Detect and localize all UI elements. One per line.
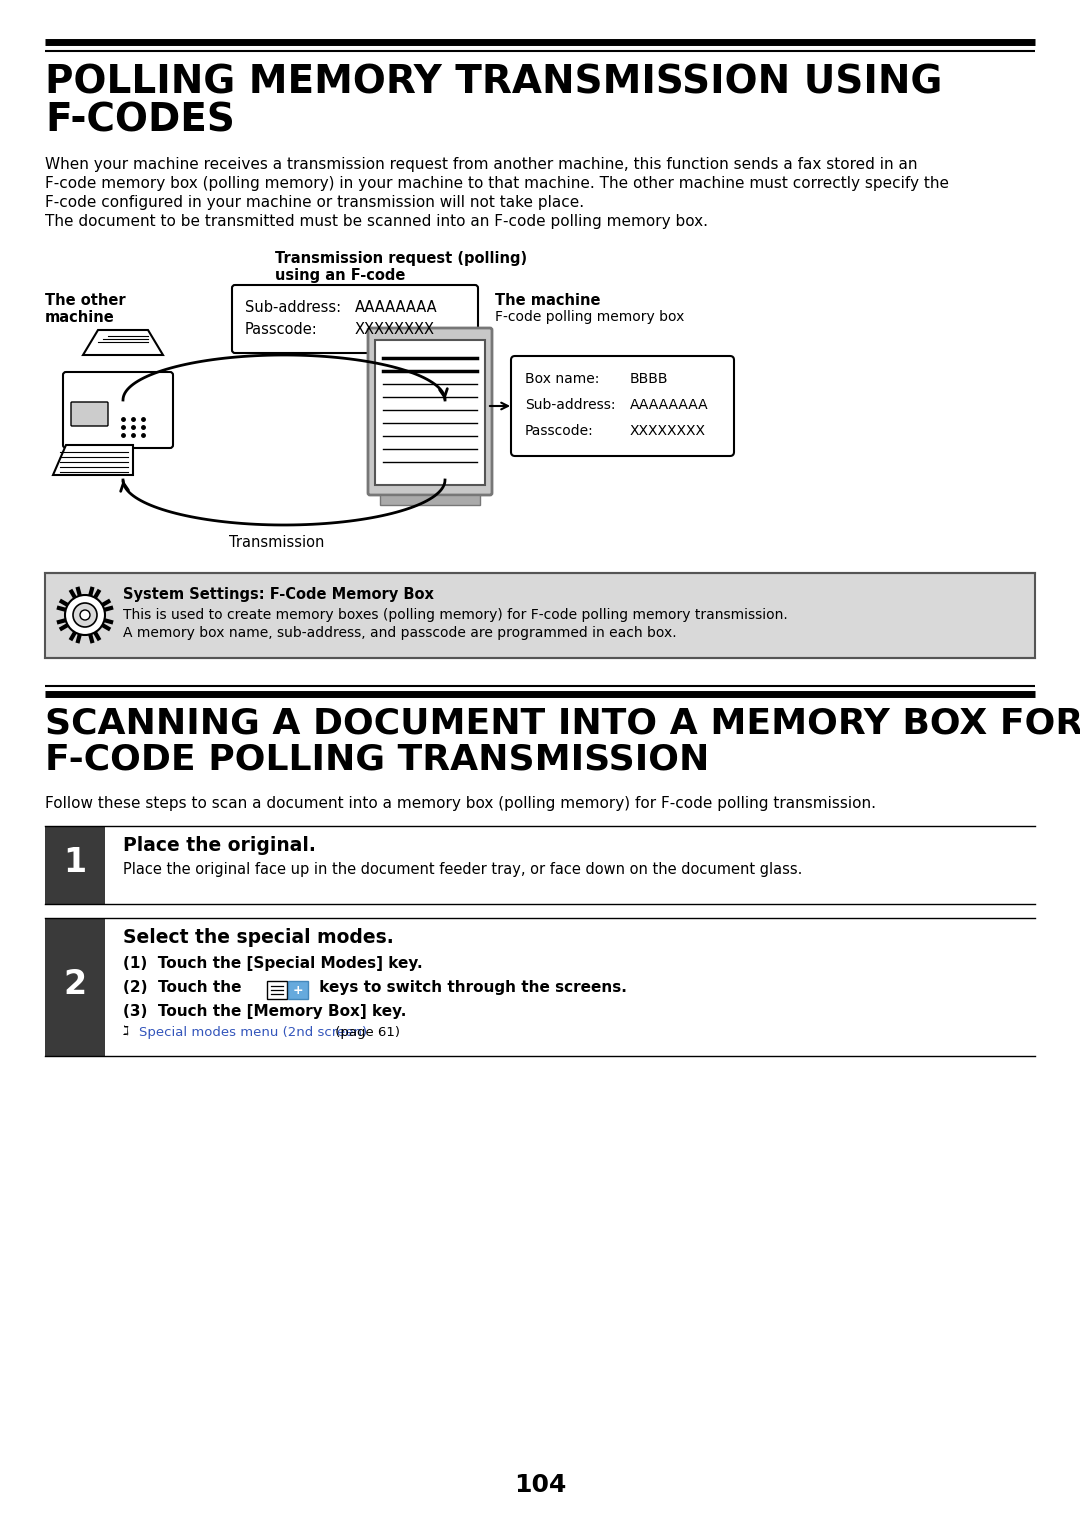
Text: F-code memory box (polling memory) in your machine to that machine. The other ma: F-code memory box (polling memory) in yo… [45, 176, 949, 191]
FancyBboxPatch shape [45, 918, 105, 1056]
Text: XXXXXXXX: XXXXXXXX [630, 423, 706, 439]
Polygon shape [83, 330, 163, 354]
Text: This is used to create memory boxes (polling memory) for F-code polling memory t: This is used to create memory boxes (pol… [123, 608, 787, 622]
Text: F-CODES: F-CODES [45, 101, 234, 139]
Text: Sub-address:: Sub-address: [245, 299, 341, 315]
Text: System Settings: F-Code Memory Box: System Settings: F-Code Memory Box [123, 587, 434, 602]
FancyBboxPatch shape [71, 402, 108, 426]
Text: +: + [293, 984, 303, 996]
Text: Follow these steps to scan a document into a memory box (polling memory) for F-c: Follow these steps to scan a document in… [45, 796, 876, 811]
Text: (3)  Touch the [Memory Box] key.: (3) Touch the [Memory Box] key. [123, 1004, 406, 1019]
Circle shape [73, 604, 97, 626]
Text: F-code polling memory box: F-code polling memory box [495, 310, 685, 324]
FancyBboxPatch shape [63, 371, 173, 448]
Circle shape [80, 610, 90, 620]
Text: (page 61): (page 61) [330, 1025, 400, 1039]
Text: A memory box name, sub-address, and passcode are programmed in each box.: A memory box name, sub-address, and pass… [123, 626, 677, 640]
Text: When your machine receives a transmission request from another machine, this fun: When your machine receives a transmissio… [45, 157, 918, 173]
Text: Place the original face up in the document feeder tray, or face down on the docu: Place the original face up in the docume… [123, 862, 802, 877]
Text: BBBB: BBBB [630, 371, 669, 387]
Text: The other: The other [45, 293, 125, 309]
Text: AAAAAAAA: AAAAAAAA [630, 397, 708, 413]
Text: F-code configured in your machine or transmission will not take place.: F-code configured in your machine or tra… [45, 196, 584, 209]
Text: Passcode:: Passcode: [245, 322, 318, 338]
Text: ℷ: ℷ [123, 1025, 133, 1039]
FancyBboxPatch shape [375, 341, 485, 484]
FancyBboxPatch shape [380, 495, 480, 504]
Text: SCANNING A DOCUMENT INTO A MEMORY BOX FOR: SCANNING A DOCUMENT INTO A MEMORY BOX FO… [45, 706, 1080, 740]
Text: F-CODE POLLING TRANSMISSION: F-CODE POLLING TRANSMISSION [45, 743, 710, 776]
Circle shape [65, 594, 105, 636]
Text: keys to switch through the screens.: keys to switch through the screens. [314, 979, 626, 995]
Text: 2: 2 [64, 969, 86, 1001]
Polygon shape [53, 445, 133, 475]
Text: Transmission request (polling): Transmission request (polling) [275, 251, 527, 266]
Text: The machine: The machine [495, 293, 600, 309]
FancyBboxPatch shape [267, 981, 287, 999]
Text: Special modes menu (2nd screen): Special modes menu (2nd screen) [139, 1025, 367, 1039]
Text: 1: 1 [64, 847, 86, 880]
Text: Transmission: Transmission [229, 535, 324, 550]
FancyBboxPatch shape [45, 573, 1035, 659]
FancyBboxPatch shape [511, 356, 734, 455]
Text: 104: 104 [514, 1473, 566, 1497]
FancyBboxPatch shape [368, 329, 492, 495]
Text: using an F-code: using an F-code [275, 267, 405, 283]
FancyBboxPatch shape [45, 827, 105, 905]
Text: The document to be transmitted must be scanned into an F-code polling memory box: The document to be transmitted must be s… [45, 214, 708, 229]
Text: Box name:: Box name: [525, 371, 599, 387]
Text: POLLING MEMORY TRANSMISSION USING: POLLING MEMORY TRANSMISSION USING [45, 63, 943, 101]
FancyBboxPatch shape [232, 286, 478, 353]
Text: machine: machine [45, 310, 114, 325]
Text: (2)  Touch the: (2) Touch the [123, 979, 246, 995]
Text: Place the original.: Place the original. [123, 836, 315, 856]
Text: Select the special modes.: Select the special modes. [123, 927, 394, 947]
FancyBboxPatch shape [288, 981, 308, 999]
Text: Passcode:: Passcode: [525, 423, 594, 439]
Text: (1)  Touch the [Special Modes] key.: (1) Touch the [Special Modes] key. [123, 957, 422, 970]
Text: XXXXXXXX: XXXXXXXX [355, 322, 435, 338]
Text: AAAAAAAA: AAAAAAAA [355, 299, 437, 315]
Text: Sub-address:: Sub-address: [525, 397, 616, 413]
